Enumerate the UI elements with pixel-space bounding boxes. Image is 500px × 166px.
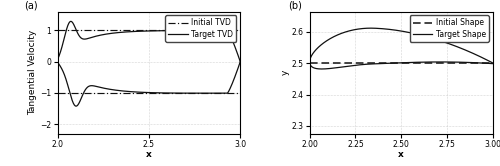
Legend: Initial Shape, Target Shape: Initial Shape, Target Shape xyxy=(410,15,488,42)
Text: (b): (b) xyxy=(288,0,302,10)
X-axis label: x: x xyxy=(146,150,152,159)
Y-axis label: Tangential Velocity: Tangential Velocity xyxy=(28,30,38,115)
Text: (a): (a) xyxy=(24,0,38,10)
Legend: Initial TVD, Target TVD: Initial TVD, Target TVD xyxy=(166,15,236,42)
Y-axis label: y: y xyxy=(281,70,290,75)
X-axis label: x: x xyxy=(398,150,404,159)
